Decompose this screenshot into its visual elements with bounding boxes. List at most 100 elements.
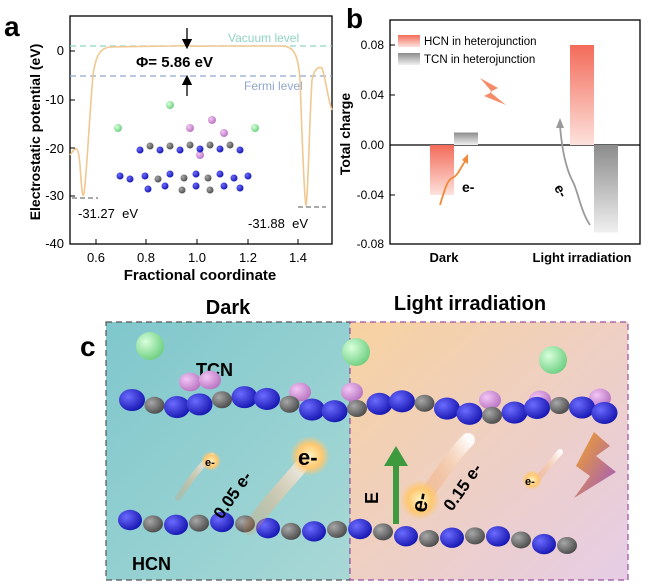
bar-tcn-light	[594, 145, 618, 233]
h-atom	[479, 390, 501, 410]
n-atom	[366, 392, 393, 415]
ytick: -0.08	[357, 237, 385, 251]
ytick: 0.04	[361, 88, 385, 102]
n-atom	[591, 401, 618, 424]
n-atom	[486, 526, 510, 547]
ytick: -20	[45, 141, 64, 156]
ytick: -30	[45, 188, 64, 203]
c-atom	[212, 391, 232, 409]
c-atom	[557, 536, 577, 554]
panel-a-frame	[69, 15, 333, 245]
vacuum-level-label: Vacuum level	[228, 31, 299, 45]
n-atom	[434, 397, 460, 420]
c-atom	[144, 396, 165, 414]
ytick: 0.08	[361, 38, 385, 52]
work-function-label: Φ= 5.86 eV	[136, 54, 213, 71]
n-atom	[440, 527, 464, 548]
panel-b-bars	[430, 45, 618, 233]
potential-curve	[69, 44, 333, 208]
n-atom	[164, 395, 190, 419]
legend-swatch-tcn	[398, 53, 420, 65]
ytick: -0.04	[357, 188, 385, 202]
n-atom	[302, 521, 326, 542]
panel-b: b HCN in heterojunction TCN in heterojun…	[337, 3, 641, 265]
n-atom	[299, 398, 325, 421]
xtick: 1.4	[289, 250, 307, 265]
panel-c: c Dark Light irradiation TCN HCN e- e- 0…	[80, 293, 629, 581]
n-atom	[348, 518, 372, 540]
h-atom	[341, 382, 363, 402]
panel-a-ylabel: Electrostatic potential (eV)	[27, 44, 43, 221]
electric-field-label: E	[362, 492, 382, 504]
ytick: 0	[57, 43, 64, 58]
svg-text:e-: e-	[406, 490, 434, 514]
svg-text:e-: e-	[205, 457, 215, 469]
n-atom	[231, 386, 258, 409]
panel-b-yticks: 0.08 0.04 0.00 -0.04 -0.08	[357, 38, 385, 251]
legend-label-hcn: HCN in heterojunction	[424, 36, 537, 48]
panel-b-legend: HCN in heterojunction TCN in heterojunct…	[398, 35, 537, 66]
lightning-icon	[480, 78, 506, 105]
n-atom	[186, 393, 213, 416]
n-atom	[524, 396, 550, 420]
left-min-label: -31.27 eV	[78, 206, 138, 221]
c-atom	[419, 530, 439, 548]
svg-text:e-: e-	[525, 476, 535, 488]
panel-b-ylabel: Total charge	[337, 93, 353, 175]
right-min-label: -31.88 eV	[248, 216, 308, 231]
h-atom	[179, 372, 201, 392]
xtick: 0.8	[137, 250, 155, 265]
hcn-label: HCN	[132, 554, 171, 574]
svg-text:e-: e-	[298, 445, 318, 470]
c-atom	[482, 406, 502, 424]
category-label-light: Light irradiation	[533, 250, 632, 265]
n-atom	[389, 390, 415, 413]
c-atom	[549, 396, 570, 414]
bar-hcn-dark	[430, 145, 454, 195]
panel-a-xlabel: Fractional coordinate	[124, 267, 277, 284]
n-atom	[254, 387, 280, 411]
panel-c-label: c	[80, 331, 96, 362]
light-electron-large: e-	[400, 433, 475, 520]
c-atom	[347, 399, 367, 417]
cl-atom	[136, 332, 164, 360]
n-atom	[456, 402, 483, 425]
panel-a-yticks: 0 -10 -20 -30 -40	[45, 43, 64, 251]
heterojunction-structure	[114, 101, 259, 194]
dark-title: Dark	[206, 297, 251, 319]
light-title: Light irradiation	[394, 293, 546, 315]
c-atom	[327, 520, 347, 538]
xtick: 1.0	[188, 250, 206, 265]
bar-hcn-light	[570, 45, 594, 145]
n-atom	[210, 511, 234, 533]
light-electron-path	[559, 125, 591, 226]
lightning-bolt-icon	[574, 432, 616, 498]
panel-a-label: a	[4, 11, 20, 42]
c-atom	[414, 394, 435, 412]
light-electron-small: e-	[522, 449, 563, 490]
ytick: -10	[45, 92, 64, 107]
n-atom	[118, 509, 142, 531]
c-atom	[465, 527, 485, 545]
dark-electron-path	[439, 159, 467, 206]
n-atom	[532, 533, 556, 555]
c-atom	[189, 514, 209, 532]
category-label-dark: Dark	[430, 250, 460, 265]
c-atom	[281, 522, 301, 540]
c-atom	[511, 531, 531, 549]
dark-electron-large: e-	[243, 436, 330, 535]
xtick: 1.2	[239, 250, 257, 265]
dark-electron-label: e-	[462, 179, 475, 195]
bar-tcn-dark	[454, 132, 478, 145]
cl-atom	[342, 338, 370, 366]
n-atom	[394, 525, 418, 547]
fermi-level-label: Fermi level	[244, 79, 303, 93]
c-atom	[279, 395, 300, 413]
c-atom	[143, 515, 163, 533]
c-atom	[373, 523, 393, 541]
ytick: 0.00	[361, 138, 385, 152]
ytick: -40	[45, 236, 64, 251]
cl-atom	[539, 346, 567, 374]
panel-b-label: b	[346, 3, 363, 34]
